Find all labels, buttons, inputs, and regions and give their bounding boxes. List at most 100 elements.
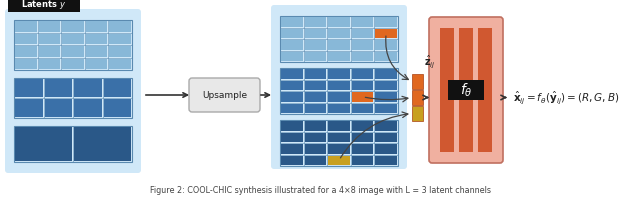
Bar (62, 46, 84, 57)
Bar (62, 33, 84, 44)
Bar (74, 127, 131, 161)
Bar (281, 133, 303, 142)
FancyBboxPatch shape (5, 9, 141, 173)
Bar (15, 79, 42, 97)
Bar (86, 59, 108, 69)
Bar (412, 106, 423, 121)
Bar (109, 59, 131, 69)
Bar (328, 92, 350, 101)
Bar (352, 40, 373, 50)
Text: $\hat{\mathbf{x}}_{ij} = f_\theta(\hat{\mathbf{y}}_{ij}) = (R, G, B)$: $\hat{\mathbf{x}}_{ij} = f_\theta(\hat{\… (513, 89, 620, 106)
Bar (15, 46, 36, 57)
Bar (305, 121, 326, 131)
Bar (305, 28, 326, 38)
Bar (352, 92, 373, 101)
Bar (8, 0, 80, 12)
Bar (352, 144, 373, 153)
Bar (280, 16, 398, 62)
Bar (15, 127, 72, 161)
Bar (14, 20, 132, 70)
Bar (305, 133, 326, 142)
Bar (305, 69, 326, 78)
Bar (280, 68, 398, 114)
Bar (281, 92, 303, 101)
Bar (352, 103, 373, 113)
Bar (281, 69, 303, 78)
Bar (104, 79, 131, 97)
Bar (281, 144, 303, 153)
Bar (352, 155, 373, 165)
Bar (281, 121, 303, 131)
Bar (281, 52, 303, 61)
Bar (305, 103, 326, 113)
Bar (328, 121, 350, 131)
Bar (376, 133, 397, 142)
Text: Latents $\hat{y}$: Latents $\hat{y}$ (21, 0, 67, 12)
Bar (305, 92, 326, 101)
Bar (281, 17, 303, 26)
Bar (328, 103, 350, 113)
Bar (376, 144, 397, 153)
Bar (448, 80, 484, 100)
FancyBboxPatch shape (189, 78, 260, 112)
Bar (376, 17, 397, 26)
Bar (86, 21, 108, 31)
Bar (62, 21, 84, 31)
Bar (38, 21, 60, 31)
Bar (376, 40, 397, 50)
Bar (305, 81, 326, 90)
Bar (14, 126, 132, 162)
Bar (305, 17, 326, 26)
Bar (440, 28, 454, 152)
Bar (281, 155, 303, 165)
Bar (459, 28, 473, 152)
Bar (376, 92, 397, 101)
Bar (74, 79, 102, 97)
Bar (376, 52, 397, 61)
Bar (352, 133, 373, 142)
Bar (328, 81, 350, 90)
Bar (352, 81, 373, 90)
Bar (281, 28, 303, 38)
Bar (86, 46, 108, 57)
Bar (352, 69, 373, 78)
Bar (305, 52, 326, 61)
Bar (376, 121, 397, 131)
Bar (328, 40, 350, 50)
Bar (74, 99, 102, 117)
Bar (38, 46, 60, 57)
FancyBboxPatch shape (429, 17, 503, 163)
Bar (14, 78, 132, 118)
FancyBboxPatch shape (271, 5, 407, 169)
Bar (86, 33, 108, 44)
Bar (15, 21, 36, 31)
Bar (376, 81, 397, 90)
Bar (15, 59, 36, 69)
Bar (352, 52, 373, 61)
Bar (38, 59, 60, 69)
Bar (328, 144, 350, 153)
Bar (352, 17, 373, 26)
Bar (45, 99, 72, 117)
Bar (280, 120, 398, 166)
Bar (45, 79, 72, 97)
Bar (328, 17, 350, 26)
Bar (328, 28, 350, 38)
Bar (305, 144, 326, 153)
Bar (38, 33, 60, 44)
Bar (412, 74, 423, 89)
Bar (352, 121, 373, 131)
Text: $\hat{\mathbf{z}}_{ij}$: $\hat{\mathbf{z}}_{ij}$ (424, 53, 435, 70)
Bar (328, 69, 350, 78)
Bar (15, 33, 36, 44)
Bar (376, 69, 397, 78)
Bar (109, 21, 131, 31)
Text: Figure 2: COOL-CHIC synthesis illustrated for a 4×8 image with L = 3 latent chan: Figure 2: COOL-CHIC synthesis illustrate… (150, 186, 490, 195)
Bar (104, 99, 131, 117)
Bar (412, 90, 423, 105)
Bar (328, 52, 350, 61)
Bar (305, 40, 326, 50)
Bar (15, 99, 42, 117)
Bar (328, 133, 350, 142)
Bar (281, 103, 303, 113)
